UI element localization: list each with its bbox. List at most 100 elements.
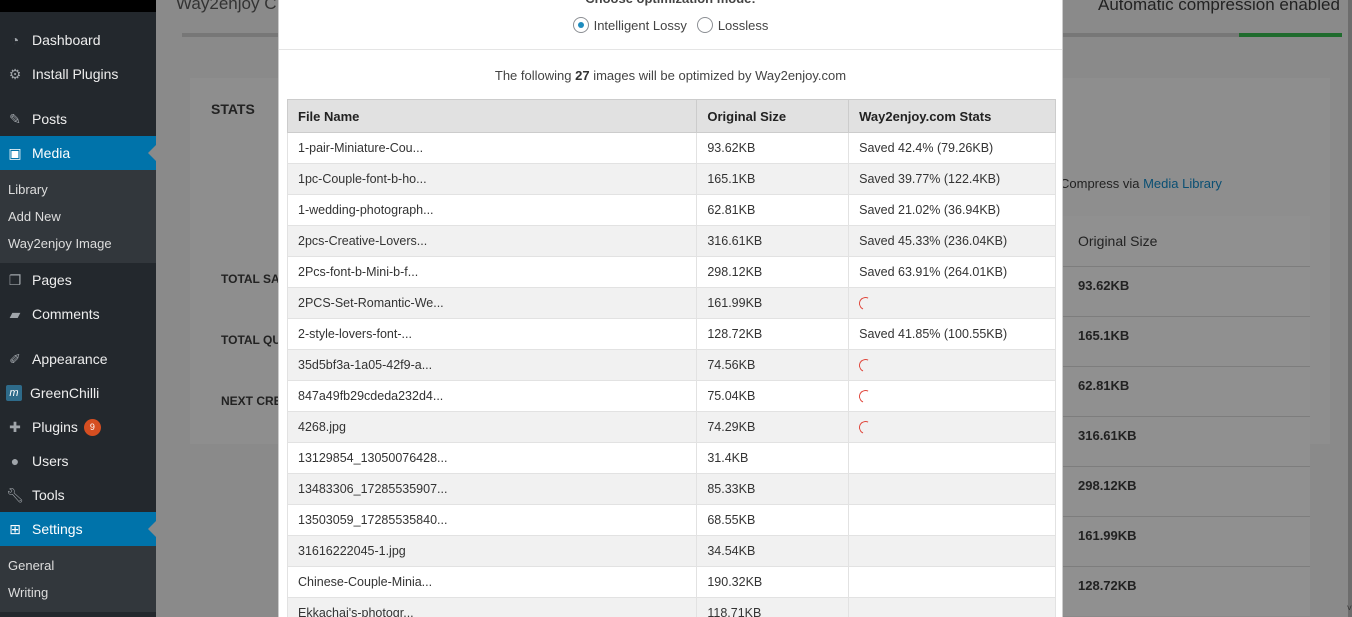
submenu-item-way2enjoy-image[interactable]: Way2enjoy Image — [8, 236, 112, 251]
table-row: 35d5bf3a-1a05-42f9-a... 74.56KB — [286, 349, 1056, 381]
sidebar-item-tools[interactable]: 🔧︎ Tools — [0, 478, 156, 512]
sidebar-item-label: Appearance — [32, 351, 108, 367]
stats-cell — [848, 535, 1056, 567]
file-name-cell: 4268.jpg — [286, 411, 698, 443]
media-submenu: Library Add New Way2enjoy Image — [0, 170, 156, 263]
option-label: Intelligent Lossy — [593, 17, 687, 33]
intro-text: The following 27 images will be optimize… — [494, 68, 847, 83]
file-name-cell: 2-style-lovers-font-... — [286, 318, 698, 350]
pages-icon: ❐ — [8, 271, 22, 288]
compress-via-text: Compress via Media Library — [1060, 176, 1222, 191]
table-row: 2Pcs-font-b-Mini-b-f... 298.12KB Saved 63.… — [286, 256, 1056, 288]
bg-size-cell: 93.62KB — [1078, 278, 1130, 293]
file-name-cell: 35d5bf3a-1a05-42f9-a... — [286, 349, 698, 381]
divider — [279, 49, 1062, 50]
optimization-modal: Choose optimization mode: Intelligent Lo… — [278, 0, 1063, 617]
sidebar-item-install-plugins[interactable]: ⚙ Install Plugins — [0, 57, 156, 91]
image-count: 27 — [575, 68, 590, 83]
submenu-item-general[interactable]: General — [8, 558, 55, 573]
sidebar-item-label: Users — [32, 453, 69, 469]
bg-size-cell: 62.81KB — [1078, 378, 1130, 393]
media-icon: ▣ — [8, 144, 22, 161]
file-name-cell: 1pc-Couple-font-b-ho... — [286, 163, 698, 195]
original-size-cell: 68.55KB — [696, 504, 850, 536]
greenchilli-icon: m — [6, 385, 22, 401]
sidebar-item-label: Posts — [32, 111, 68, 127]
media-library-link[interactable]: Media Library — [1143, 176, 1222, 191]
original-size-cell: 161.99KB — [696, 287, 850, 319]
loading-spinner-icon — [857, 388, 874, 405]
table-row: 1pc-Couple-font-b-ho... 165.1KB Saved 39.7… — [286, 163, 1056, 195]
column-header-stats: Way2enjoy.com Stats — [848, 99, 1056, 133]
comment-icon: ▰ — [9, 305, 21, 322]
table-row: 2-style-lovers-font-... 128.72KB Saved 41.… — [286, 318, 1056, 350]
sidebar-item-dashboard[interactable]: ◔ Dashboard — [0, 23, 156, 57]
sidebar-item-media[interactable]: ▣ Media — [0, 136, 156, 170]
divider — [1062, 416, 1310, 417]
original-size-cell: 85.33KB — [696, 473, 850, 505]
page-title: Way2enjoy C — [176, 0, 277, 13]
original-size-cell: 118.71KB — [696, 597, 850, 617]
radio-intelligent-lossy[interactable] — [572, 17, 589, 33]
sidebar-item-label: Dashboard — [32, 32, 101, 48]
stats-cell — [848, 473, 1056, 505]
original-size-cell: 190.32KB — [696, 566, 850, 598]
sidebar-item-comments[interactable]: ▰ Comments — [0, 297, 156, 331]
file-name-cell: 1-wedding-photograph... — [286, 194, 698, 226]
original-size-cell: 316.61KB — [696, 225, 850, 257]
submenu-item-add-new[interactable]: Add New — [8, 209, 61, 224]
submenu-item-library[interactable]: Library — [8, 182, 48, 197]
admin-sidebar: ◔ Dashboard ⚙ Install Plugins ✎ Posts ▣ … — [0, 0, 156, 617]
stats-cell: Saved 21.02% (36.94KB) — [848, 194, 1056, 226]
sidebar-item-users[interactable]: ● Users — [0, 444, 156, 478]
mode-options: Intelligent Lossy Lossless — [279, 17, 1062, 33]
sidebar-item-settings[interactable]: ⊞ Settings — [0, 512, 156, 546]
stats-cell — [848, 380, 1056, 412]
original-size-cell: 74.29KB — [696, 411, 850, 443]
divider — [1062, 566, 1310, 567]
original-size-cell: 93.62KB — [696, 132, 850, 164]
stats-cell — [848, 504, 1056, 536]
pin-icon: ✎ — [9, 110, 21, 127]
sidebar-item-label: Media — [32, 145, 71, 161]
file-name-cell: 2Pcs-font-b-Mini-b-f... — [286, 256, 698, 288]
sidebar-item-greenchilli[interactable]: m GreenChilli — [0, 376, 156, 410]
file-name-cell: 2pcs-Creative-Lovers... — [286, 225, 698, 257]
option-lossless[interactable]: Lossless — [696, 17, 768, 33]
table-header-row: File Name Original Size Way2enjoy.com St… — [286, 99, 1056, 133]
table-row: 31616222045-1.jpg 34.54KB — [286, 535, 1056, 567]
table-row: 13129854_13050076428... 31.4KB — [286, 442, 1056, 474]
plugin-icon: ✚ — [9, 418, 21, 435]
next-credit-label: NEXT CRED — [221, 394, 291, 408]
sidebar-item-posts[interactable]: ✎ Posts — [0, 102, 156, 136]
table-row: Chinese-Couple-Minia... 190.32KB — [286, 566, 1056, 598]
stats-cell — [848, 566, 1056, 598]
sidebar-item-label: Comments — [32, 306, 100, 322]
admin-bar — [0, 0, 156, 12]
table-row: 2PCS-Set-Romantic-We... 161.99KB — [286, 287, 1056, 319]
sidebar-item-appearance[interactable]: ✐ Appearance — [0, 342, 156, 376]
original-size-cell: 31.4KB — [696, 442, 850, 474]
bg-size-cell: 128.72KB — [1078, 578, 1137, 593]
submenu-item-writing[interactable]: Writing — [8, 585, 49, 600]
sidebar-item-plugins[interactable]: ✚ Plugins 9 — [0, 410, 156, 444]
files-table: File Name Original Size Way2enjoy.com St… — [286, 99, 1056, 617]
column-header-original-size: Original Size — [696, 99, 850, 133]
loading-spinner-icon — [857, 419, 874, 436]
option-intelligent-lossy[interactable]: Intelligent Lossy — [572, 17, 687, 33]
page-scrollbar[interactable] — [1348, 0, 1352, 617]
original-size-cell: 165.1KB — [696, 163, 850, 195]
user-icon: ● — [10, 453, 20, 469]
scroll-down-arrow-icon[interactable]: ˅ — [1346, 603, 1352, 613]
sidebar-item-pages[interactable]: ❐ Pages — [0, 263, 156, 297]
mode-title: Choose optimization mode: — [279, 0, 1062, 6]
file-name-cell: 13129854_13050076428... — [286, 442, 698, 474]
divider — [1062, 316, 1310, 317]
column-header-file-name: File Name — [286, 99, 698, 133]
settings-icon: ⊞ — [9, 520, 21, 537]
stats-cell — [848, 287, 1056, 319]
brush-icon: ✐ — [9, 350, 21, 367]
radio-lossless[interactable] — [696, 17, 713, 33]
gear-icon: ⚙ — [8, 65, 22, 82]
sidebar-item-label: Pages — [32, 272, 72, 288]
